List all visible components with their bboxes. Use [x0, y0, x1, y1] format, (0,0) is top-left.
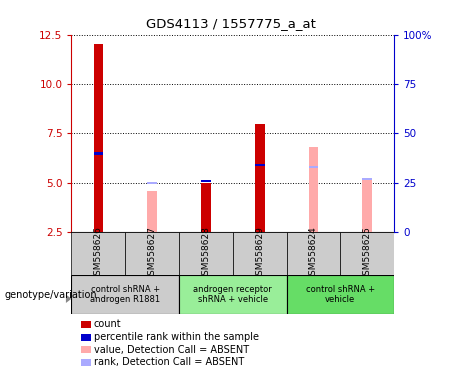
Text: genotype/variation: genotype/variation	[5, 290, 97, 300]
Bar	[233, 232, 287, 275]
Text: GDS4113 / 1557775_a_at: GDS4113 / 1557775_a_at	[146, 17, 315, 30]
Bar	[179, 232, 233, 275]
Text: count: count	[94, 319, 121, 329]
Bar	[71, 275, 179, 314]
Bar	[201, 183, 211, 232]
Bar	[94, 45, 103, 232]
Text: rank, Detection Call = ABSENT: rank, Detection Call = ABSENT	[94, 358, 244, 367]
Text: GSM558625: GSM558625	[363, 226, 372, 281]
Polygon shape	[66, 295, 71, 303]
Bar	[148, 191, 157, 232]
Text: percentile rank within the sample: percentile rank within the sample	[94, 332, 259, 342]
Bar	[94, 152, 103, 154]
Bar	[362, 178, 372, 180]
Text: androgen receptor
shRNA + vehicle: androgen receptor shRNA + vehicle	[194, 285, 272, 304]
Bar	[255, 124, 265, 232]
Bar	[287, 275, 394, 314]
Bar	[287, 232, 340, 275]
Bar	[255, 164, 265, 166]
Text: GSM558626: GSM558626	[94, 226, 103, 281]
Bar	[125, 232, 179, 275]
Text: GSM558628: GSM558628	[201, 226, 210, 281]
Bar	[309, 147, 318, 232]
Bar	[201, 180, 211, 182]
Bar	[340, 232, 394, 275]
Text: GSM558629: GSM558629	[255, 226, 264, 281]
Bar	[309, 166, 318, 168]
Text: value, Detection Call = ABSENT: value, Detection Call = ABSENT	[94, 345, 248, 355]
Bar	[71, 232, 125, 275]
Text: control shRNA +
vehicle: control shRNA + vehicle	[306, 285, 375, 304]
Bar	[179, 275, 287, 314]
Bar	[148, 182, 157, 184]
Text: control shRNA +
androgen R1881: control shRNA + androgen R1881	[90, 285, 160, 304]
Text: GSM558627: GSM558627	[148, 226, 157, 281]
Text: GSM558624: GSM558624	[309, 226, 318, 281]
Bar	[362, 179, 372, 232]
